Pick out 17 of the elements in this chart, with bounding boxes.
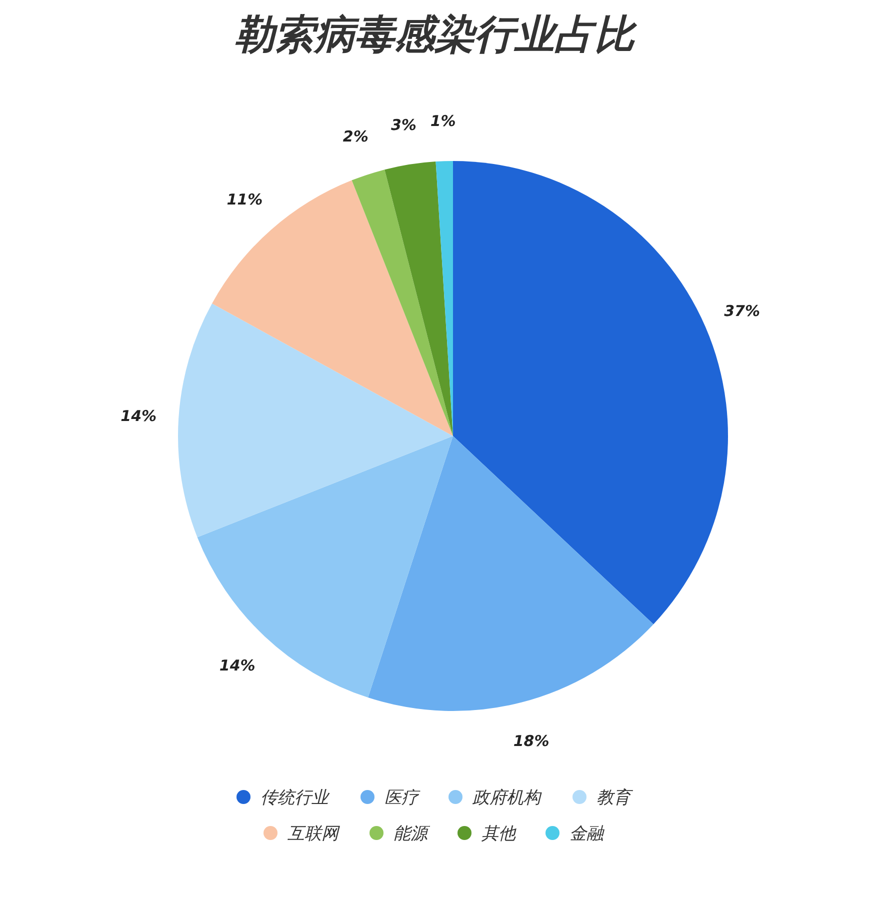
data-label: 1%	[430, 112, 456, 130]
legend-label: 金融	[570, 824, 606, 844]
data-label: 18%	[513, 732, 550, 750]
legend-label: 传统行业	[260, 788, 330, 808]
legend-label: 医疗	[384, 788, 420, 808]
legend-label: 教育	[596, 788, 634, 808]
legend-label: 能源	[394, 824, 430, 844]
legend-label: 其他	[482, 824, 516, 844]
data-label: 3%	[390, 116, 416, 134]
data-label: 2%	[342, 127, 368, 146]
data-label: 14%	[120, 407, 157, 426]
chart-title: 勒索病毒感染行业占比	[234, 12, 638, 58]
data-label: 11%	[226, 190, 263, 209]
data-label: 37%	[724, 302, 760, 320]
legend-label: 互联网	[288, 824, 340, 844]
data-label: 14%	[219, 656, 256, 675]
legend-label: 政府机构	[472, 788, 542, 808]
